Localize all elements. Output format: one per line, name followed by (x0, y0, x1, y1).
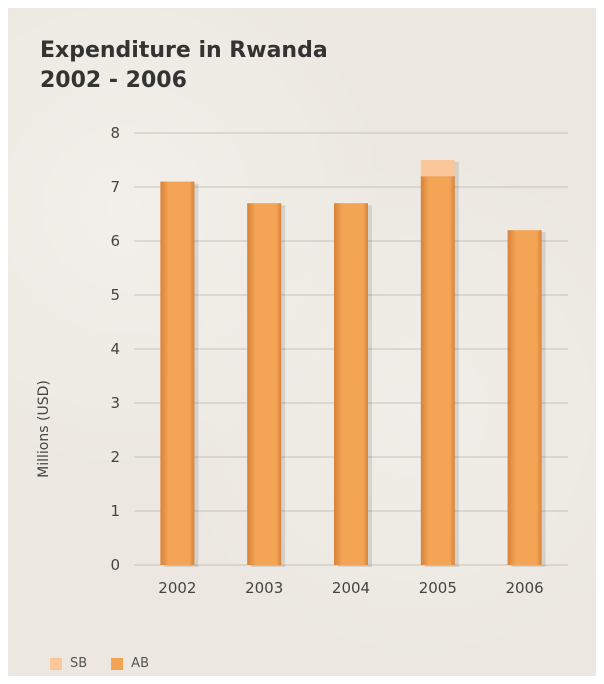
legend: SB AB (50, 656, 149, 671)
y-tick-label: 2 (110, 448, 120, 466)
chart-title-line1: Expenditure in Rwanda (40, 38, 328, 63)
chart-card: Expenditure in Rwanda 2002 - 2006 0 1 2 3 4 5… (8, 8, 596, 676)
bar-ab (160, 181, 195, 565)
y-tick-label: 8 (110, 124, 120, 142)
y-tick-label: 4 (110, 340, 120, 358)
chart-title-line2: 2002 - 2006 (40, 68, 187, 93)
y-tick-label: 1 (110, 502, 120, 520)
bar-chart: 0 1 2 3 4 5 6 7 8 Millions (USD) 2002 2003 2004 2005 2… (36, 124, 568, 597)
y-tick-label: 6 (110, 232, 120, 250)
x-tick-label: 2005 (419, 579, 457, 597)
legend-item-ab: AB (111, 656, 149, 671)
y-tick-label: 7 (110, 178, 120, 196)
y-axis-label: Millions (USD) (36, 380, 52, 478)
x-tick-label: 2002 (158, 579, 196, 597)
y-tick-label: 3 (110, 394, 120, 412)
legend-label-sb: SB (70, 656, 88, 671)
x-tick-label: 2004 (332, 579, 370, 597)
y-tick-label: 5 (110, 286, 120, 304)
legend-label-ab: AB (131, 656, 149, 671)
bar-ab (420, 176, 455, 565)
x-tick-label: 2003 (245, 579, 283, 597)
bar-ab (507, 230, 542, 565)
legend-swatch-sb (50, 657, 62, 670)
y-tick-label: 0 (110, 556, 120, 574)
bar-ab (247, 203, 282, 565)
bar-ab (334, 203, 368, 565)
legend-item-sb: SB (50, 656, 87, 671)
x-tick-label: 2006 (506, 579, 544, 597)
bar-sb (420, 160, 455, 177)
chart-title: Expenditure in Rwanda 2002 - 2006 (40, 36, 328, 96)
legend-swatch-ab (111, 657, 124, 670)
